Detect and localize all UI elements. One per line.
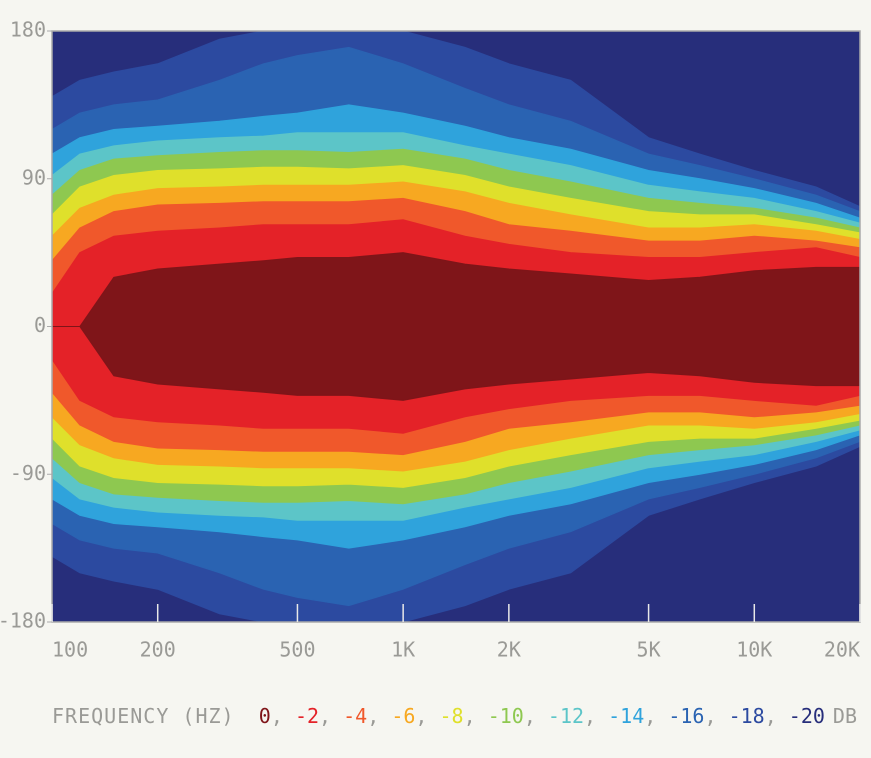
legend-entry: 0: [258, 704, 271, 728]
legend-entry: -6: [391, 704, 416, 728]
x-tick-label: 500: [279, 638, 315, 662]
x-tick-label: 2K: [497, 638, 521, 662]
legend-separator: ,: [764, 704, 789, 728]
legend-entry: -20: [788, 704, 825, 728]
legend-entry: -8: [439, 704, 464, 728]
legend-separator: ,: [415, 704, 440, 728]
legend-separator: ,: [463, 704, 488, 728]
legend-separator: ,: [270, 704, 295, 728]
legend: 0, -2, -4, -6, -8, -10, -12, -14, -16, -…: [259, 704, 857, 728]
legend-separator: ,: [367, 704, 392, 728]
y-tick-label: -180: [0, 609, 46, 633]
x-tick-label: 10K: [736, 638, 772, 662]
y-tick-label: -90: [10, 461, 46, 485]
legend-entry: -2: [294, 704, 320, 728]
y-tick-label: 0: [34, 313, 46, 337]
legend-separator: ,: [644, 704, 669, 728]
x-tick-label: 1K: [391, 638, 415, 662]
x-tick-label: 20K: [824, 638, 860, 662]
chart: 100 200 500 1K 2K 5K 10K 20K -180 -90 0 90 180: [0, 18, 861, 662]
legend-entry: -14: [608, 704, 645, 728]
plot-area: [52, 31, 860, 622]
legend-entry: -4: [343, 704, 368, 728]
legend-separator: DB: [832, 704, 857, 728]
x-tick-label: 100: [52, 638, 88, 662]
x-tick-label: 5K: [637, 638, 661, 662]
legend-entry: -10: [487, 704, 524, 728]
legend-separator: ,: [319, 704, 344, 728]
contour-band: [52, 252, 860, 401]
y-tick-label: 90: [22, 165, 46, 189]
legend-separator: ,: [523, 704, 548, 728]
legend-separator: ,: [584, 704, 609, 728]
y-tick-label: 180: [10, 18, 46, 42]
legend-entry: -12: [547, 704, 585, 728]
legend-entry: -18: [728, 704, 765, 728]
legend-entry: -16: [668, 704, 705, 728]
x-tick-label: 200: [140, 638, 176, 662]
legend-separator: ,: [704, 704, 729, 728]
x-axis-label: FREQUENCY (HZ): [52, 704, 235, 728]
